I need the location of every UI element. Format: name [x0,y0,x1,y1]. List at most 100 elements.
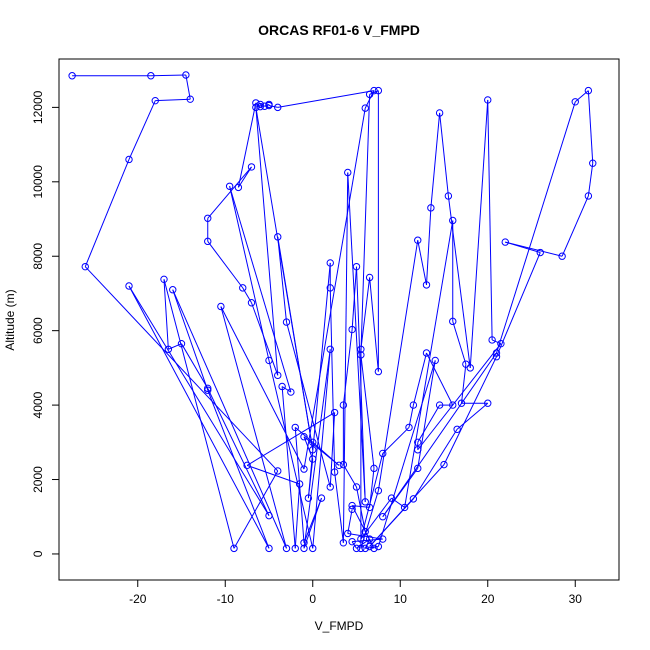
series-segment [329,287,336,473]
data-point [357,345,365,353]
data-point [440,460,448,469]
series-segment [277,236,287,323]
series-segment [360,453,384,540]
data-point [164,345,173,353]
data-point [357,544,365,553]
series-segment [452,321,467,365]
data-point [449,317,457,326]
series-segment [487,99,493,340]
data-point [169,286,177,294]
series-segment [185,74,191,100]
series-segment [417,404,441,443]
data-point [558,252,566,260]
series-segment [303,349,331,549]
data-point [326,483,334,491]
data-point [274,103,282,112]
series-segment [246,464,300,485]
data-point [256,102,264,111]
y-axis: 0 2000 4000 6000 8000 10000 12000 [31,90,60,557]
data-point [348,325,356,334]
series-segment [417,240,427,285]
x-axis-label: V_FMPD [315,619,364,633]
series-segment [303,436,314,460]
data-point [282,544,291,553]
y-tick-label: 6000 [31,317,45,344]
data-point [365,535,374,543]
series-segment [360,277,371,350]
data-point [449,216,457,225]
data-point [204,386,212,394]
data-point [370,464,378,473]
data-point [252,99,260,107]
data-point [414,438,422,447]
y-axis-label: Altitude (m) [3,289,17,350]
data-point [374,486,383,495]
series-segment [334,472,344,543]
series-segment [587,163,594,197]
data-point [352,483,361,491]
x-tick-label: 20 [481,592,495,606]
series-segment [342,329,353,406]
series-segment [294,427,305,543]
data-point [348,537,356,546]
data-point [300,544,308,553]
series-segment [155,98,191,102]
series-segment [408,404,414,428]
series-segment [360,497,392,540]
data-point [365,542,374,551]
series-segment [382,427,410,454]
data-point [414,236,422,244]
data-point [414,446,422,454]
series-segment [128,285,270,549]
series-segment [246,412,335,466]
series-segment [382,352,497,518]
data-point [387,494,396,502]
data-point [151,96,159,105]
data-point [492,349,501,357]
series-segment [382,468,419,518]
data-point [247,163,256,171]
data-point [422,349,431,357]
series-segment [365,546,379,549]
data-point [287,388,295,396]
data-point [291,423,299,432]
series-segment [303,497,322,543]
data-point [370,86,378,95]
series-segment [360,94,371,355]
data-point [265,100,273,109]
data-point [352,262,361,271]
data-point [217,302,225,311]
data-point [409,401,418,409]
data-point [352,544,361,553]
series-segment [307,262,331,499]
data-point [501,238,509,246]
series-segment [172,289,209,391]
series-segment [439,112,449,197]
series-segment [347,509,353,534]
data-point [339,539,348,547]
series-segment [220,306,305,470]
data-point [361,544,369,553]
series-segment [352,538,383,543]
data-point [182,71,190,79]
series-segment [260,103,265,107]
data-point [300,465,308,473]
data-point [304,494,313,502]
data-point [584,192,593,200]
x-axis: -20 -10 0 10 20 30 [129,579,582,606]
data-point [125,155,133,164]
data-point [365,90,374,99]
data-point [405,423,413,432]
data-point [278,382,286,391]
series-segment [286,321,331,488]
series-segment [456,402,489,430]
data-point [357,535,365,543]
data-point [204,384,212,393]
data-point [435,109,444,117]
data-point [484,399,492,407]
data-point [81,262,89,271]
data-point [186,95,194,103]
data-point [422,281,431,289]
data-point [274,371,282,380]
series-segment [417,343,502,451]
